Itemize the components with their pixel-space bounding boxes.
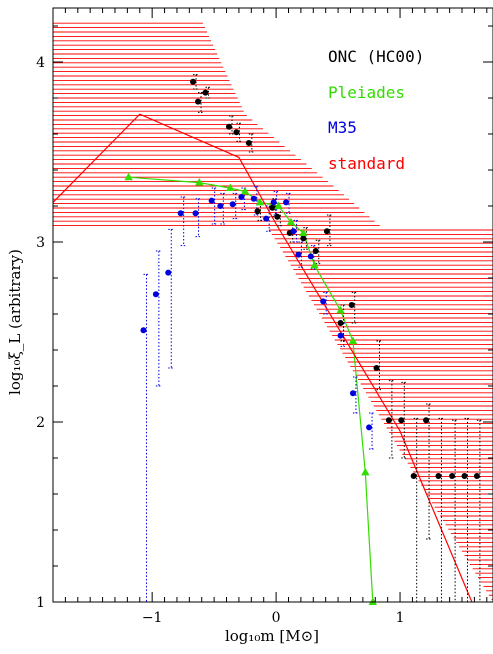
x-tick-label: 1 <box>396 610 405 626</box>
data-point-onc-hc00 <box>348 302 355 308</box>
data-point-onc-hc00 <box>269 204 276 211</box>
data-point-m35 <box>165 269 172 276</box>
data-point-m35 <box>283 199 290 206</box>
y-tick-label: 3 <box>36 235 45 251</box>
x-tick-label: −1 <box>142 610 163 626</box>
data-point-m35 <box>337 332 344 339</box>
data-point-m35 <box>229 201 236 208</box>
y-tick-label: 1 <box>36 595 45 611</box>
data-points <box>124 78 480 605</box>
data-point-pleiades <box>286 217 296 226</box>
data-point-onc-hc00 <box>195 98 202 105</box>
plot-frame <box>52 7 493 603</box>
data-point-m35 <box>217 203 224 209</box>
data-point-onc-hc00 <box>254 208 261 215</box>
data-point-m35 <box>295 251 302 258</box>
data-point-m35 <box>238 194 245 200</box>
data-point-pleiades <box>274 201 283 209</box>
data-point-m35 <box>349 390 356 397</box>
data-point-m35 <box>250 195 257 202</box>
uncertainty-band <box>53 22 493 601</box>
legend-entry-m35: M35 <box>328 118 357 137</box>
x-axis-title: log₁₀m [M⊙] <box>225 627 319 645</box>
data-point-onc-hc00 <box>202 89 209 96</box>
data-point-onc-hc00 <box>190 78 197 85</box>
data-point-onc-hc00 <box>449 473 456 479</box>
legend-entry-onc-hc00: ONC (HC00) <box>328 47 424 66</box>
data-point-pleiades <box>310 260 319 269</box>
data-point-m35 <box>192 210 199 217</box>
legend-entry-pleiades: Pleiades <box>328 83 405 102</box>
data-point-m35 <box>177 210 184 217</box>
data-point-onc-hc00 <box>461 473 468 479</box>
y-axis-title: log₁₀ξ_L (arbitrary) <box>6 249 24 395</box>
data-point-onc-hc00 <box>312 248 319 254</box>
data-point-pleiades <box>368 597 377 605</box>
data-point-pleiades <box>299 228 308 236</box>
series-lines <box>53 113 473 602</box>
data-point-onc-hc00 <box>423 417 430 424</box>
data-point-pleiades <box>226 183 235 191</box>
data-point-pleiades <box>124 172 133 181</box>
data-point-m35 <box>320 298 327 305</box>
x-tick-label: 0 <box>272 610 281 626</box>
data-point-pleiades <box>336 305 345 314</box>
data-point-onc-hc00 <box>410 473 417 479</box>
y-tick-label: 2 <box>36 415 45 431</box>
data-point-onc-hc00 <box>337 320 344 326</box>
data-point-pleiades <box>361 467 370 476</box>
data-point-m35 <box>366 424 373 431</box>
data-point-onc-hc00 <box>274 213 281 220</box>
data-point-pleiades <box>255 197 265 206</box>
data-point-onc-hc00 <box>373 365 380 371</box>
data-point-m35 <box>270 199 277 206</box>
data-point-m35 <box>307 253 314 260</box>
data-point-m35 <box>290 228 297 235</box>
data-point-pleiades <box>195 178 204 186</box>
data-point-onc-hc00 <box>435 473 442 479</box>
data-point-pleiades <box>348 336 358 344</box>
data-point-m35 <box>140 327 147 334</box>
data-point-onc-hc00 <box>300 235 307 242</box>
data-point-m35 <box>208 197 215 204</box>
data-point-onc-hc00 <box>226 123 232 130</box>
data-point-onc-hc00 <box>385 417 392 424</box>
data-point-onc-hc00 <box>233 129 240 136</box>
data-point-onc-hc00 <box>323 228 330 235</box>
legend-entry-standard: standard <box>328 154 405 173</box>
data-point-onc-hc00 <box>245 140 252 146</box>
legend: ONC (HC00) Pleiades M35 standard <box>328 47 424 173</box>
data-point-onc-hc00 <box>398 417 405 424</box>
axes: −1 0 1 1 2 3 4 <box>36 7 493 626</box>
series-line-pleiades <box>128 176 374 602</box>
data-point-pleiades <box>240 187 250 195</box>
y-tick-label: 4 <box>36 55 45 71</box>
data-point-m35 <box>152 291 159 298</box>
series-line-standard <box>53 113 473 602</box>
data-point-onc-hc00 <box>473 473 480 479</box>
error-bars <box>143 74 482 603</box>
data-point-m35 <box>263 215 270 222</box>
